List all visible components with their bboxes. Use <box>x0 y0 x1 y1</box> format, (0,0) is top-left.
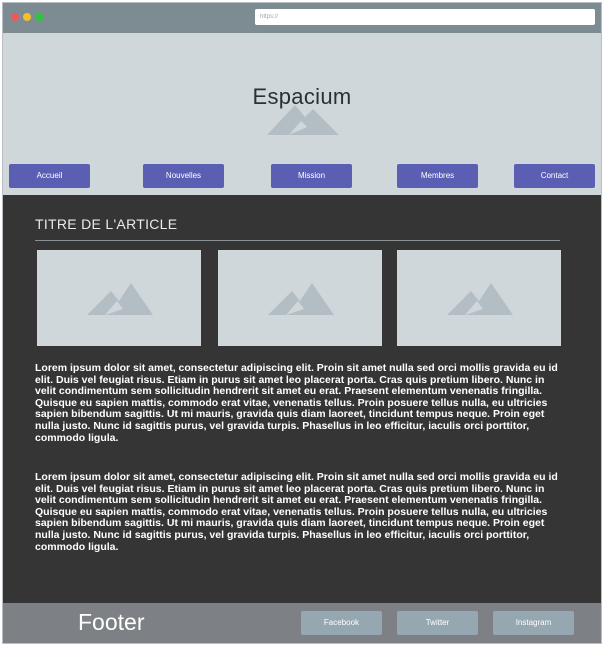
footer-title: Footer <box>78 609 145 635</box>
article-image-3 <box>397 250 561 346</box>
instagram-button[interactable]: Instagram <box>493 611 574 635</box>
window-close-dot[interactable] <box>11 13 19 21</box>
facebook-button[interactable]: Facebook <box>301 611 382 635</box>
window-maximize-dot[interactable] <box>35 13 43 21</box>
article-title: TITRE DE L'ARTICLE <box>35 216 178 232</box>
window-minimize-dot[interactable] <box>23 13 31 21</box>
article-paragraph-1: Lorem ipsum dolor sit amet, consectetur … <box>35 362 558 444</box>
image-placeholder-icon <box>268 283 334 315</box>
article-section: TITRE DE L'ARTICLE Lorem ipsum dolor sit… <box>3 195 601 603</box>
nav-mission-button[interactable]: Mission <box>271 164 352 188</box>
image-placeholder-icon <box>447 283 513 315</box>
image-placeholder-icon <box>267 105 339 135</box>
article-image-2 <box>218 250 382 346</box>
title-divider <box>35 240 560 241</box>
nav-contact-button[interactable]: Contact <box>514 164 595 188</box>
nav-membres-button[interactable]: Membres <box>397 164 478 188</box>
browser-toolbar: https:// <box>3 3 601 33</box>
site-footer: Footer Facebook Twitter Instagram <box>3 603 601 643</box>
nav-accueil-button[interactable]: Accueil <box>9 164 90 188</box>
article-paragraph-2: Lorem ipsum dolor sit amet, consectetur … <box>35 471 558 553</box>
image-placeholder-icon <box>87 283 153 315</box>
site-title: Espacium <box>252 84 352 109</box>
nav-nouvelles-button[interactable]: Nouvelles <box>143 164 224 188</box>
site-header: Espacium Accueil Nouvelles Mission Membr… <box>3 33 601 195</box>
twitter-button[interactable]: Twitter <box>397 611 478 635</box>
article-image-1 <box>37 250 201 346</box>
address-bar[interactable]: https:// <box>255 9 595 25</box>
